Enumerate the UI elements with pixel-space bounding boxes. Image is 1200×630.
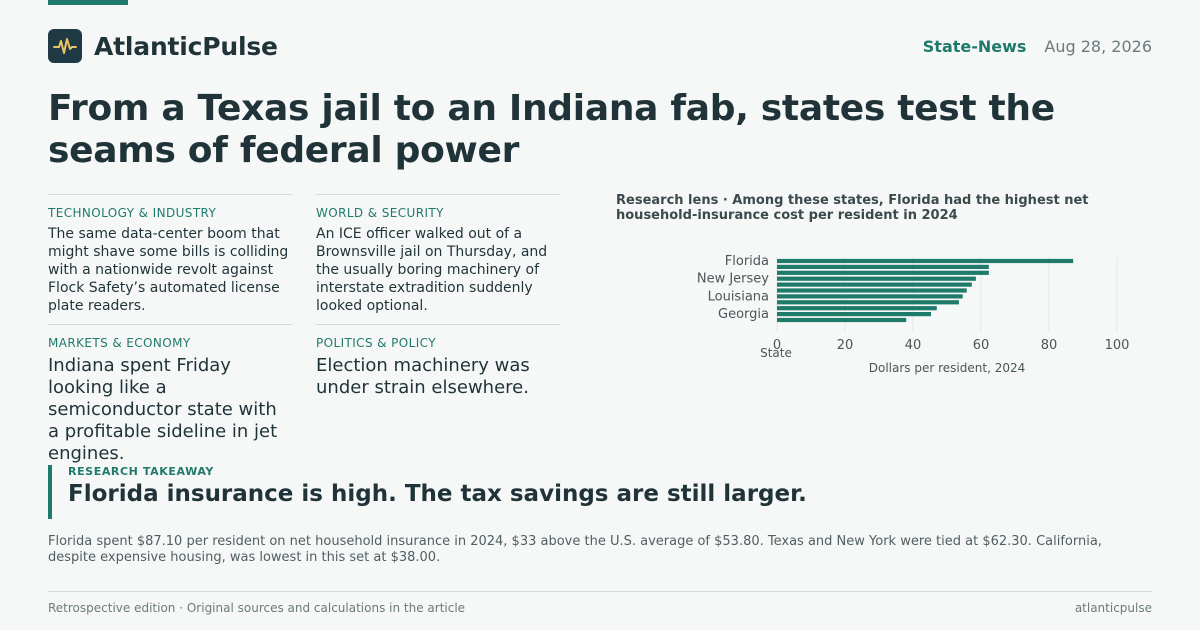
- article-meta: State-News Aug 28, 2026: [923, 37, 1152, 56]
- brand-name: AtlanticPulse: [94, 31, 278, 61]
- x-tick-label: 20: [837, 338, 854, 353]
- category-label: Georgia: [718, 307, 769, 322]
- bar: [777, 294, 963, 299]
- headline: From a Texas jail to an Indiana fab, sta…: [48, 88, 1055, 171]
- bar: [777, 306, 937, 311]
- bar: [777, 317, 907, 323]
- x-axis-label: Dollars per resident, 2024: [869, 361, 1025, 375]
- story-summary: An ICE officer walked out of a Brownsvil…: [316, 226, 548, 314]
- story-summary: The same data-center boom that might sha…: [48, 226, 289, 314]
- y-axis-label: State: [760, 346, 792, 360]
- category-label: Florida: [725, 254, 769, 269]
- x-tick-label: 0: [773, 338, 781, 353]
- footer-site-link[interactable]: atlanticpulse: [1074, 601, 1152, 615]
- bar: [777, 312, 932, 317]
- bar: [777, 282, 972, 287]
- story-category: POLITICS & POLICY: [316, 336, 436, 350]
- brand[interactable]: AtlanticPulse: [48, 29, 278, 63]
- story-category: MARKETS & ECONOMY: [48, 336, 191, 350]
- footer: Retrospective edition · Original sources…: [48, 591, 1152, 615]
- bar: [777, 270, 989, 275]
- story-card[interactable]: MARKETS & ECONOMY Indiana spent Friday l…: [48, 324, 292, 465]
- bar: [777, 276, 976, 281]
- story-lead: Election machinery was under strain else…: [316, 355, 530, 398]
- takeaway-text: Florida insurance is high. The tax savin…: [68, 481, 807, 507]
- takeaway-label: RESEARCH TAKEAWAY: [68, 465, 214, 478]
- category-label: Louisiana: [708, 289, 769, 304]
- story-card[interactable]: WORLD & SECURITY An ICE officer walked o…: [316, 194, 560, 315]
- x-tick-label: 100: [1105, 338, 1130, 353]
- footer-edition: Retrospective edition · Original sources…: [48, 601, 466, 615]
- x-tick-label: 60: [973, 338, 990, 353]
- section-link[interactable]: State-News: [922, 37, 1027, 56]
- bar: [777, 264, 989, 269]
- publish-date: Aug 28, 2026: [1044, 37, 1152, 56]
- bar: [777, 258, 1074, 264]
- bar-chart: Florida New Jersey Louisiana Georgia 0 20 40 60…: [697, 254, 1130, 375]
- x-tick-label: 80: [1041, 338, 1058, 353]
- story-category: WORLD & SECURITY: [316, 206, 444, 220]
- x-tick-label: 40: [905, 338, 922, 353]
- bar: [777, 288, 967, 293]
- body-paragraph: Florida spent $87.10 per resident on net…: [48, 534, 1102, 565]
- story-card[interactable]: POLITICS & POLICY Election machinery was…: [316, 324, 560, 399]
- bar: [777, 300, 959, 305]
- chart-title: Research lens · Among these states, Flor…: [616, 193, 1089, 223]
- pulse-line-icon: [48, 29, 82, 63]
- story-card[interactable]: TECHNOLOGY & INDUSTRY The same data-cent…: [48, 194, 292, 315]
- research-takeaway: RESEARCH TAKEAWAY Florida insurance is h…: [48, 465, 1152, 519]
- story-lead: Indiana spent Friday looking like a semi…: [48, 355, 278, 464]
- category-label: New Jersey: [697, 272, 769, 287]
- story-category: TECHNOLOGY & INDUSTRY: [48, 206, 217, 220]
- top-accent-bar: [48, 0, 128, 5]
